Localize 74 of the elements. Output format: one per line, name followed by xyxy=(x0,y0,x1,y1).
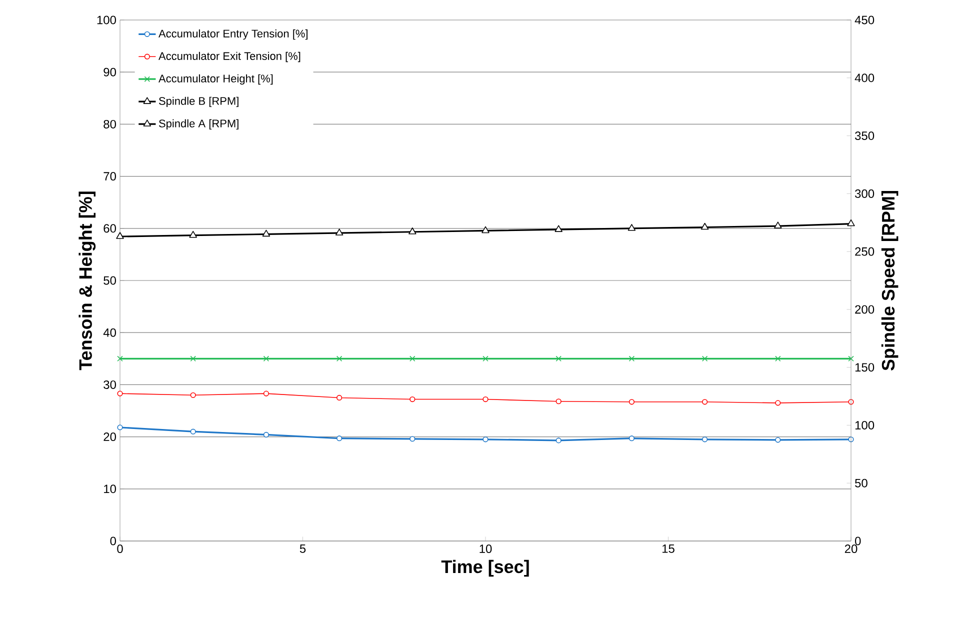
legend-label: Spindle A [RPM] xyxy=(159,119,238,130)
y2-tick-label: 150 xyxy=(855,363,874,372)
x-tick-label: 15 xyxy=(662,544,674,553)
point xyxy=(410,436,416,442)
y2-tick-label: 450 xyxy=(854,16,874,24)
point xyxy=(774,222,782,228)
point xyxy=(189,230,197,238)
y2-tick-label: 0 xyxy=(855,536,861,546)
y-tick-label: 80 xyxy=(104,120,116,128)
point xyxy=(775,356,781,362)
y-tick-label: 10 xyxy=(104,484,116,494)
point xyxy=(628,399,635,405)
y-tick-label: 0 xyxy=(110,536,116,546)
y-tick-label: 40 xyxy=(103,328,116,337)
point xyxy=(410,396,416,402)
y-tick-label: 60 xyxy=(104,224,116,233)
point xyxy=(700,222,709,230)
point xyxy=(482,396,488,402)
point xyxy=(556,398,562,404)
point xyxy=(336,436,342,442)
point xyxy=(263,356,270,362)
point xyxy=(702,356,708,362)
y-tick-label: 90 xyxy=(104,68,116,76)
x-axis-title: Time [sec] xyxy=(441,560,529,577)
point xyxy=(628,436,635,442)
point xyxy=(556,356,562,362)
legend-label: Accumulator Exit Tension [%] xyxy=(158,52,300,62)
point xyxy=(263,390,270,396)
point xyxy=(628,224,636,231)
y2-tick-label: 350 xyxy=(854,132,874,140)
y2-tick-label: 400 xyxy=(854,74,874,82)
y2-tick-label: 50 xyxy=(855,478,868,488)
point xyxy=(336,394,342,401)
point xyxy=(117,356,123,362)
point xyxy=(408,227,416,234)
y2-tick-label: 250 xyxy=(855,247,874,256)
point xyxy=(190,392,196,398)
point xyxy=(410,356,416,362)
y-tick-label: 20 xyxy=(104,432,116,442)
y2-tick-label: 100 xyxy=(855,420,874,430)
point xyxy=(117,424,123,430)
point xyxy=(117,390,123,396)
point xyxy=(263,432,270,438)
point xyxy=(775,437,781,443)
point xyxy=(190,356,196,362)
point xyxy=(848,356,854,362)
y2-tick-label: 200 xyxy=(855,305,874,314)
point xyxy=(702,436,708,442)
legend-label: Accumulator Entry Tension [%] xyxy=(158,29,308,40)
y2-tick-label: 300 xyxy=(854,189,874,198)
point xyxy=(482,356,488,362)
y-tick-label: 30 xyxy=(104,380,116,389)
legend-label: Spindle B [RPM] xyxy=(159,96,238,108)
x-tick-label: 10 xyxy=(480,544,492,554)
y-axis-title: Tensoin & Height [%] xyxy=(78,192,96,370)
point xyxy=(190,428,196,434)
point xyxy=(482,226,490,234)
point xyxy=(775,400,781,406)
point xyxy=(336,356,342,362)
y2-axis-title: Spindle Speed [RPM] xyxy=(881,191,898,370)
x-tick-label: 20 xyxy=(844,544,858,554)
x-tick-label: 5 xyxy=(300,544,306,553)
y-tick-label: 100 xyxy=(97,16,116,24)
point xyxy=(554,225,562,232)
point xyxy=(335,228,344,236)
y-tick-label: 50 xyxy=(104,276,116,285)
point xyxy=(556,438,562,444)
point xyxy=(702,399,708,405)
x-tick-label: 0 xyxy=(117,544,123,554)
point xyxy=(262,230,270,237)
legend-label: Accumulator Height [%] xyxy=(158,74,273,85)
point xyxy=(482,436,488,442)
y-tick-label: 70 xyxy=(104,172,116,181)
point xyxy=(628,356,635,362)
